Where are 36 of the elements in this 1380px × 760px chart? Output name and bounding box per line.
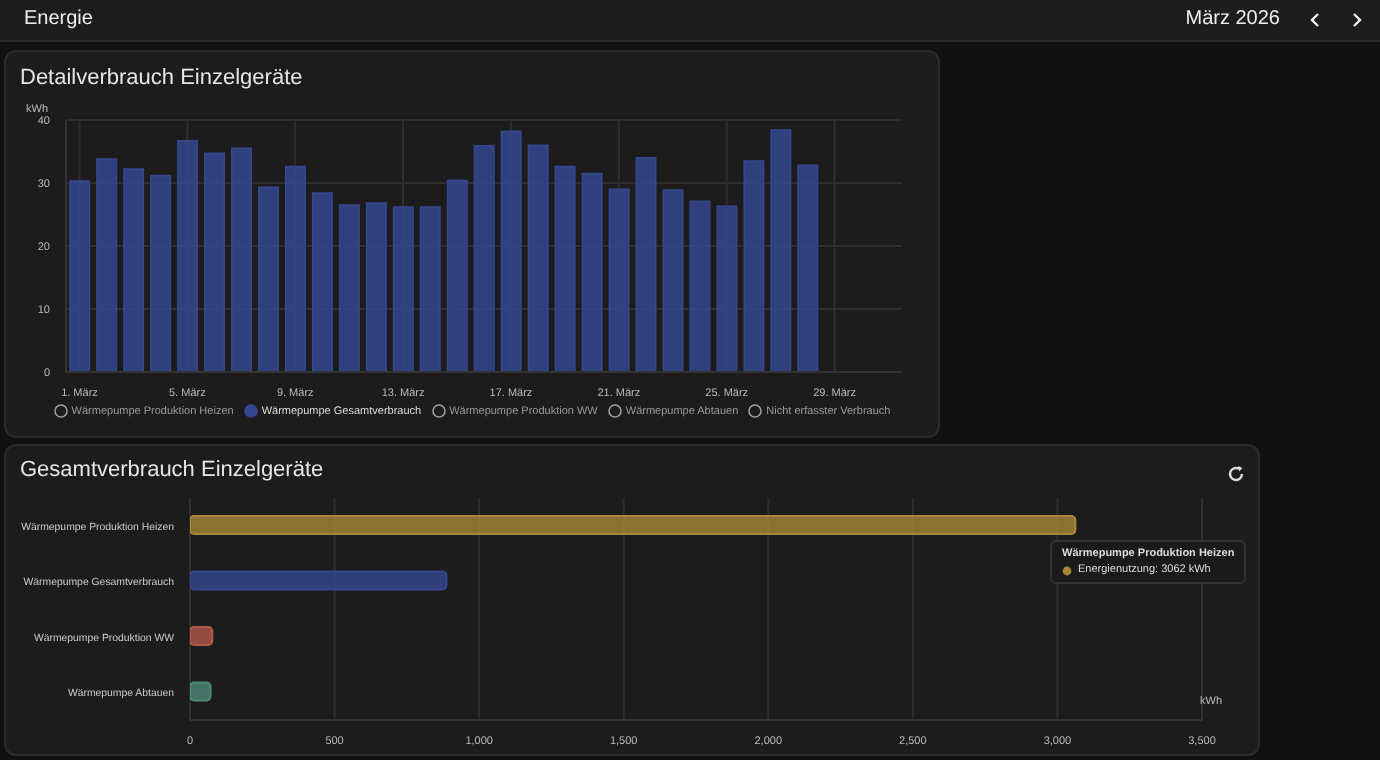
bar xyxy=(770,129,792,372)
bar xyxy=(123,168,145,372)
chart-title: Detailverbrauch Einzelgeräte xyxy=(20,66,303,90)
text: März 2026 xyxy=(1185,8,1280,30)
bar xyxy=(716,205,738,372)
bar xyxy=(419,206,441,372)
bar xyxy=(311,192,333,372)
bar xyxy=(527,144,549,372)
bar xyxy=(231,147,253,372)
bar xyxy=(689,200,711,372)
bar xyxy=(257,186,279,372)
text: Energie xyxy=(24,8,93,30)
bar xyxy=(190,515,1077,535)
bar xyxy=(69,180,91,372)
bar xyxy=(392,206,414,372)
bar xyxy=(190,626,214,646)
bar xyxy=(500,130,522,372)
bar xyxy=(635,157,657,372)
chart-title: Gesamtverbrauch Einzelgeräte xyxy=(20,458,324,482)
bar xyxy=(284,165,306,372)
bar xyxy=(150,174,172,372)
bar xyxy=(662,189,684,372)
bar xyxy=(204,152,226,372)
bar xyxy=(338,204,360,372)
bar xyxy=(365,202,387,372)
bar xyxy=(473,145,495,372)
bar xyxy=(446,179,468,372)
bar xyxy=(797,164,819,372)
bar xyxy=(608,188,630,372)
bar xyxy=(190,681,212,702)
bar xyxy=(743,160,765,372)
bar xyxy=(177,139,199,372)
bar xyxy=(554,165,576,372)
bar xyxy=(190,570,448,591)
bar xyxy=(581,172,603,372)
bar xyxy=(96,158,118,372)
